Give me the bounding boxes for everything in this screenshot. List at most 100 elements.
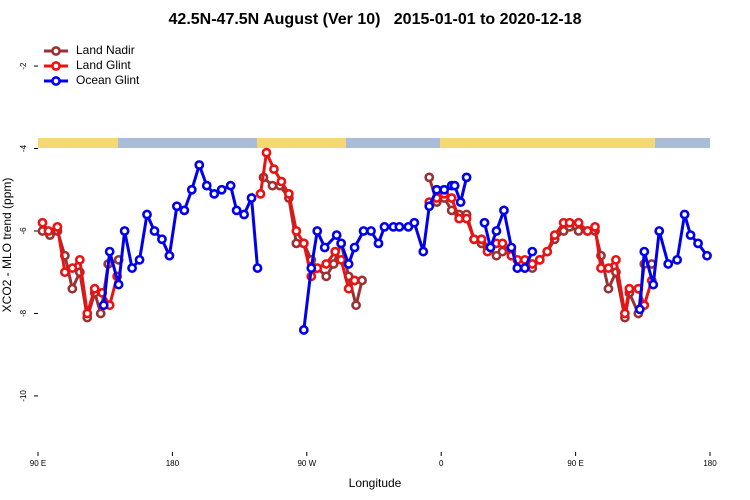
chart-title: 42.5N-47.5N August (Ver 10) 2015-01-01 t… xyxy=(169,11,582,28)
data-point xyxy=(194,160,205,170)
data-point xyxy=(104,246,115,257)
series-line xyxy=(41,176,652,320)
legend-label: Land Nadir xyxy=(76,43,135,57)
data-point xyxy=(269,164,279,175)
data-point xyxy=(573,217,584,228)
data-point xyxy=(619,308,630,319)
data-point xyxy=(499,205,509,216)
data-point xyxy=(654,226,665,236)
data-point xyxy=(67,263,78,273)
data-point xyxy=(702,250,712,261)
data-point xyxy=(291,238,302,249)
x-tick-label: 180 xyxy=(166,459,180,468)
ocean-strip xyxy=(118,138,257,148)
data-point xyxy=(331,230,342,241)
data-point xyxy=(298,238,309,249)
data-point xyxy=(431,184,442,195)
data-point xyxy=(582,226,593,236)
data-point xyxy=(336,254,347,265)
data-point xyxy=(409,217,420,228)
data-point xyxy=(685,230,696,241)
data-point xyxy=(312,226,323,236)
data-point xyxy=(95,308,106,319)
x-axis-label: Longitude xyxy=(349,476,402,490)
legend-marker xyxy=(51,46,61,56)
data-point xyxy=(527,259,538,269)
data-point xyxy=(394,221,405,232)
data-point xyxy=(351,300,361,311)
data-point xyxy=(321,271,332,282)
data-point xyxy=(246,193,257,203)
data-point xyxy=(358,226,369,236)
x-tick-label: 180 xyxy=(703,459,717,468)
x-tick-label: 0 xyxy=(439,459,444,468)
x-tick-label: 90 W xyxy=(297,459,316,468)
data-point xyxy=(497,238,508,249)
data-point xyxy=(186,184,197,195)
data-point xyxy=(469,234,479,245)
data-point xyxy=(328,259,339,269)
data-point xyxy=(239,209,249,220)
data-point xyxy=(209,188,220,199)
data-point xyxy=(679,209,690,220)
data-point xyxy=(519,263,530,273)
data-point xyxy=(343,283,354,294)
data-point xyxy=(366,226,376,236)
data-point xyxy=(349,242,360,253)
data-point xyxy=(549,230,560,241)
data-point xyxy=(261,147,272,158)
surface-strip xyxy=(38,138,710,148)
data-point xyxy=(231,205,242,216)
data-point xyxy=(89,283,100,294)
data-point xyxy=(479,217,490,228)
data-point xyxy=(149,226,160,236)
data-point xyxy=(298,325,309,335)
legend-marker xyxy=(51,61,61,71)
data-point xyxy=(119,226,130,236)
data-point xyxy=(527,246,538,257)
legend-label: Land Glint xyxy=(76,58,131,72)
data-point xyxy=(82,308,93,319)
data-point xyxy=(216,184,227,195)
data-point xyxy=(439,184,450,195)
data-point xyxy=(542,246,553,257)
y-axis-label: XCO2 - MLO trend (ppm) xyxy=(0,178,14,313)
data-point xyxy=(349,275,360,286)
data-point xyxy=(306,263,317,273)
data-point xyxy=(43,226,54,236)
data-point xyxy=(252,263,263,273)
data-point xyxy=(201,180,212,191)
data-point xyxy=(491,226,502,236)
data-point xyxy=(98,300,109,311)
y-tick-label: -8 xyxy=(19,309,28,317)
data-point xyxy=(319,242,330,253)
data-point xyxy=(564,217,575,228)
data-point xyxy=(455,197,466,208)
x-tick-label: 90 E xyxy=(30,459,46,468)
data-point xyxy=(321,259,332,269)
y-tick-label: -2 xyxy=(19,62,28,70)
ocean-strip xyxy=(346,138,440,148)
data-point xyxy=(59,267,70,278)
data-point xyxy=(37,217,48,228)
data-point xyxy=(648,279,659,290)
data-point xyxy=(663,259,674,269)
data-point xyxy=(590,221,600,232)
land-strip xyxy=(38,138,118,148)
data-point xyxy=(142,209,152,220)
series xyxy=(37,172,657,323)
ocean-strip xyxy=(655,138,710,148)
x-tick-label: 90 E xyxy=(567,459,583,468)
data-point xyxy=(52,221,63,232)
data-point xyxy=(424,172,435,183)
data-point xyxy=(291,226,302,236)
data-point xyxy=(446,193,457,203)
data-point xyxy=(534,254,545,265)
land-strip xyxy=(257,138,346,148)
data-point xyxy=(157,234,167,245)
data-point xyxy=(225,180,236,191)
data-point xyxy=(424,201,435,212)
data-point xyxy=(461,172,472,183)
